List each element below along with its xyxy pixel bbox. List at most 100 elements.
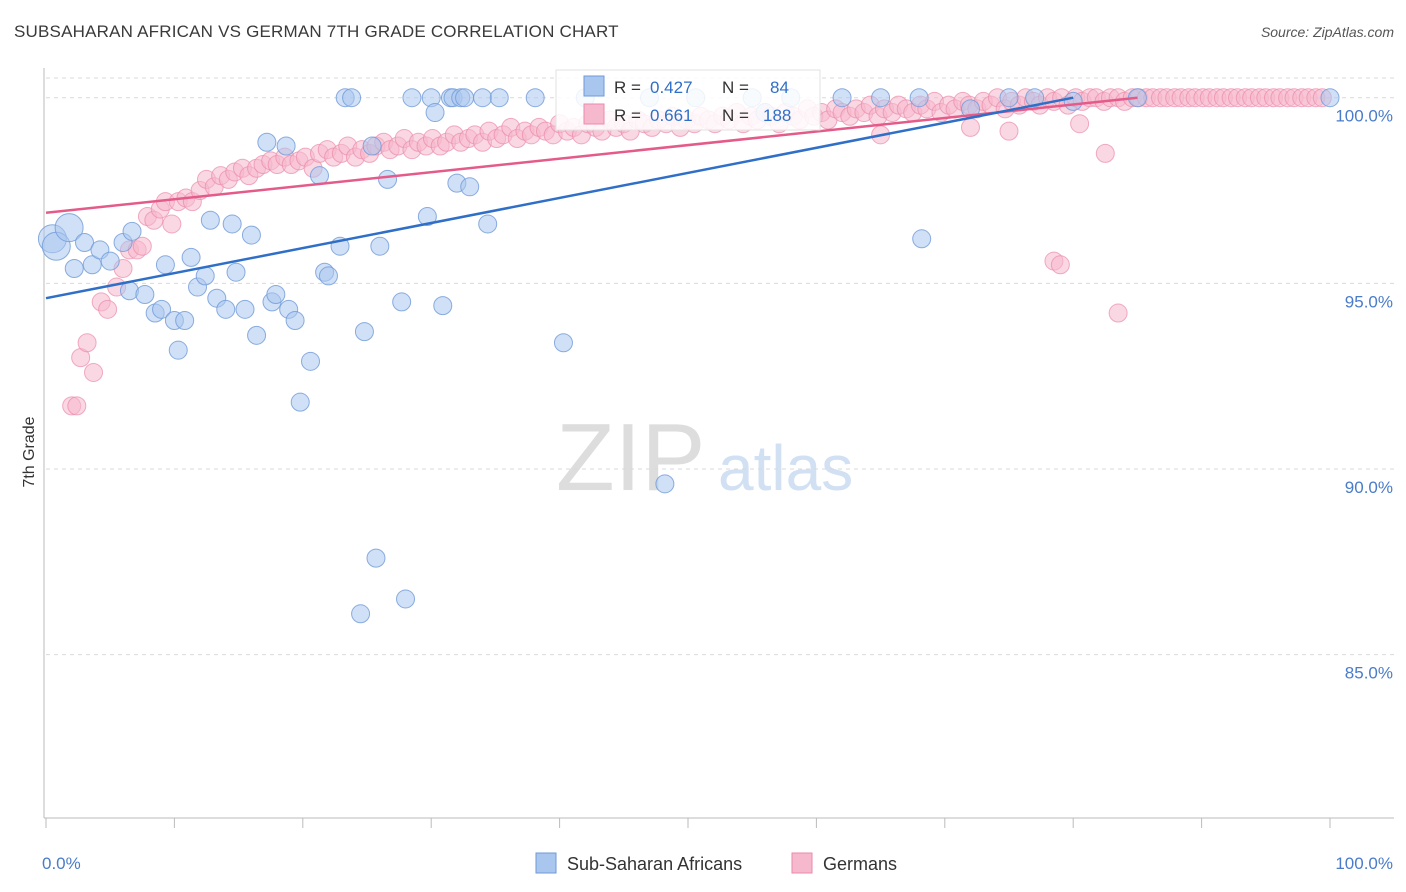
sub-saharan-africans-point: [912, 229, 932, 249]
sub-saharan-africans-point: [1025, 88, 1045, 108]
germans-point: [162, 214, 182, 234]
sub-saharan-africans-point: [525, 88, 545, 108]
stats-n-label-blue: N =: [722, 78, 749, 97]
x-tick-label-min: 0.0%: [42, 854, 81, 873]
sub-saharan-africans-point: [354, 322, 374, 342]
sub-saharan-africans-point: [366, 548, 386, 568]
y-axis-label: 7th Grade: [21, 416, 38, 487]
sub-saharan-africans-point: [168, 340, 188, 360]
sub-saharan-africans-point: [832, 88, 852, 108]
source-credit: Source: ZipAtlas.com: [1260, 24, 1394, 40]
sub-saharan-africans-trend-line: [45, 96, 1074, 300]
x-tick-label-max: 100.0%: [1335, 854, 1393, 873]
germans-point: [960, 117, 980, 137]
germans-point: [67, 396, 87, 416]
sub-saharan-africans-point: [478, 214, 498, 234]
y-tick-label: 100.0%: [1335, 107, 1393, 126]
stats-legend: R = 0.427 N = 84 R = 0.661 N = 188: [555, 69, 821, 131]
legend-swatch-sub-saharan: [535, 852, 557, 874]
germans-trend-line: [45, 96, 1138, 215]
sub-saharan-africans-point: [318, 266, 338, 286]
sub-saharan-africans-point: [290, 392, 310, 412]
sub-saharan-africans-point: [402, 88, 422, 108]
sub-saharan-africans-point: [489, 88, 509, 108]
sub-saharan-africans-point: [222, 214, 242, 234]
trend-lines: [45, 96, 1138, 300]
axes: 85.0% 90.0% 95.0% 100.0%: [43, 68, 1394, 828]
sub-saharan-africans-point: [75, 233, 95, 253]
sub-saharan-africans-point: [460, 177, 480, 197]
y-tick-label: 85.0%: [1345, 664, 1393, 683]
sub-saharan-africans-point: [362, 136, 382, 156]
stats-r-value-pink: 0.661: [650, 106, 693, 125]
sub-saharan-africans-point: [257, 132, 277, 152]
stats-swatch-blue: [583, 75, 605, 97]
sub-saharan-africans-point: [999, 88, 1019, 108]
sub-saharan-africans-point: [396, 589, 416, 609]
sub-saharan-africans-point: [247, 325, 267, 345]
sub-saharan-africans-point: [135, 284, 155, 304]
sub-saharan-africans-point: [235, 299, 255, 319]
sub-saharan-africans-point: [392, 292, 412, 312]
germans-point: [1050, 255, 1070, 275]
germans-point: [1070, 114, 1090, 134]
germans-points: [62, 88, 1332, 416]
sub-saharan-africans-point: [655, 474, 675, 494]
sub-saharan-africans-point: [64, 258, 84, 278]
sub-saharan-africans-point: [82, 255, 102, 275]
germans-point: [1108, 303, 1128, 323]
sub-saharan-africans-point: [301, 351, 321, 371]
stats-r-label-pink: R =: [614, 106, 641, 125]
germans-point: [132, 236, 152, 256]
germans-point: [98, 299, 118, 319]
sub-saharan-africans-point: [226, 262, 246, 282]
sub-saharan-africans-point: [181, 247, 201, 267]
germans-point: [1095, 143, 1115, 163]
y-tick-label: 95.0%: [1345, 292, 1393, 311]
germans-point: [77, 333, 97, 353]
sub-saharan-africans-point: [285, 310, 305, 330]
stats-n-value-pink: 188: [763, 106, 791, 125]
sub-saharan-africans-point: [276, 136, 296, 156]
stats-r-value-blue: 0.427: [650, 78, 693, 97]
sub-saharan-africans-point: [553, 333, 573, 353]
germans-point: [84, 362, 104, 382]
stats-n-label-pink: N =: [722, 106, 749, 125]
sub-saharan-africans-point: [342, 88, 362, 108]
sub-saharan-africans-point: [152, 299, 172, 319]
sub-saharan-africans-point: [455, 88, 475, 108]
sub-saharan-africans-point: [871, 88, 891, 108]
chart-title: SUBSAHARAN AFRICAN VS GERMAN 7TH GRADE C…: [14, 22, 619, 41]
sub-saharan-africans-point: [417, 207, 437, 227]
y-tick-label: 90.0%: [1345, 478, 1393, 497]
sub-saharan-africans-point: [370, 236, 390, 256]
sub-saharan-africans-point: [241, 225, 261, 245]
sub-saharan-africans-point: [309, 166, 329, 186]
legend-label-sub-saharan: Sub-Saharan Africans: [567, 854, 742, 874]
stats-n-value-blue: 84: [770, 78, 789, 97]
sub-saharan-africans-point: [1320, 88, 1340, 108]
sub-saharan-africans-point: [200, 210, 220, 230]
sub-saharan-africans-point: [100, 251, 120, 271]
stats-r-label-blue: R =: [614, 78, 641, 97]
sub-saharan-africans-point: [473, 88, 493, 108]
sub-saharan-africans-point: [216, 299, 236, 319]
sub-saharan-africans-point: [266, 284, 286, 304]
sub-saharan-africans-point: [54, 213, 84, 243]
sub-saharan-africans-point: [909, 88, 929, 108]
sub-saharan-africans-point: [378, 169, 398, 189]
sub-saharan-africans-point: [175, 310, 195, 330]
stats-swatch-pink: [583, 103, 605, 125]
sub-saharan-africans-point: [425, 103, 445, 123]
watermark-zip: ZIP: [556, 404, 705, 511]
watermark-atlas: atlas: [718, 432, 853, 504]
sub-saharan-africans-point: [1063, 91, 1083, 111]
germans-point: [999, 121, 1019, 141]
sub-saharan-africans-point: [351, 604, 371, 624]
bottom-legend: Sub-Saharan Africans Germans: [535, 852, 897, 874]
sub-saharan-africans-point: [433, 296, 453, 316]
legend-swatch-germans: [791, 852, 813, 874]
sub-saharan-africans-point: [155, 255, 175, 275]
sub-saharan-africans-point: [122, 221, 142, 241]
